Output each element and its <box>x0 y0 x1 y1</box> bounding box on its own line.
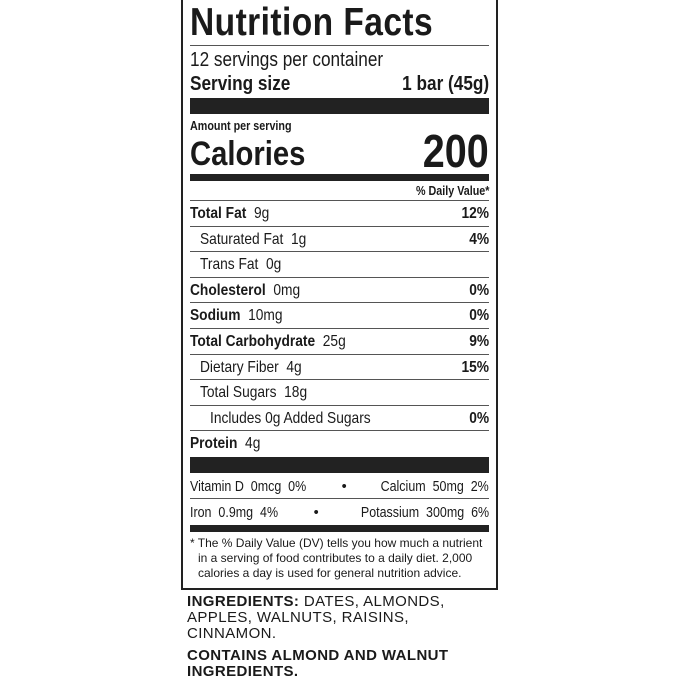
divider-thick <box>190 98 489 114</box>
divider-medium <box>190 524 489 532</box>
servings-per-container: 12 servings per container <box>190 49 384 71</box>
nutrient-row-total-sugars: Total Sugars 18g <box>190 380 489 406</box>
nutrient-row-saturated-fat: Saturated Fat 1g 4% <box>190 227 489 253</box>
nutrition-facts-label: Nutrition Facts 12 servings per containe… <box>181 0 498 590</box>
nutrient-row-total-carbohydrate: Total Carbohydrate 25g 9% <box>190 329 489 355</box>
footnote: * The % Daily Value (DV) tells you how m… <box>190 535 483 580</box>
nutrient-row-total-fat: Total Fat 9g 12% <box>190 201 489 227</box>
serving-size: Serving size 1 bar (45g) <box>190 73 489 95</box>
nutrient-row-added-sugars: Includes 0g Added Sugars 0% <box>190 406 489 432</box>
divider-medium <box>190 174 489 181</box>
vitamin-row: Vitamin D 0mcg 0% • Calcium 50mg 2% <box>190 473 489 499</box>
label-title: Nutrition Facts <box>190 0 489 46</box>
nutrient-row-cholesterol: Cholesterol 0mg 0% <box>190 278 489 304</box>
amount-per-serving: Amount per serving <box>190 119 292 133</box>
vitamin-row: Iron 0.9mg 4% • Potassium 300mg 6% <box>190 504 489 521</box>
divider-thick <box>190 456 489 473</box>
allergen-statement: CONTAINS ALMOND AND WALNUT INGREDIENTS. <box>187 647 449 680</box>
nutrient-row-protein: Protein 4g <box>190 435 261 453</box>
nutrient-row-sodium: Sodium 10mg 0% <box>190 303 489 329</box>
ingredients: INGREDIENTS: DATES, ALMONDS, APPLES, WAL… <box>187 593 445 642</box>
calories-row: Calories 200 <box>190 125 489 177</box>
nutrient-row-trans-fat: Trans Fat 0g <box>190 252 489 278</box>
daily-value-header: % Daily Value* <box>190 181 489 201</box>
nutrient-row-dietary-fiber: Dietary Fiber 4g 15% <box>190 355 489 381</box>
